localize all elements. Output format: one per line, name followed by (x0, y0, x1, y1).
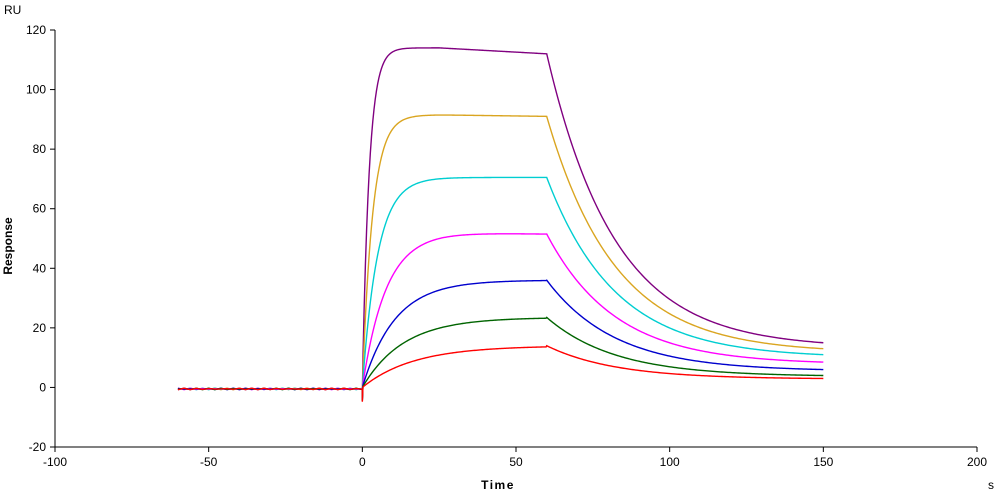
y-tick-label: 120 (26, 23, 46, 37)
y-tick-label: 0 (39, 380, 46, 394)
series-line (177, 176, 824, 399)
y-tick-label: 20 (33, 321, 47, 335)
series-line (177, 233, 824, 400)
y-tick-label: 60 (33, 202, 47, 216)
x-tick-label: 150 (813, 455, 833, 469)
y-tick-label: 80 (33, 142, 47, 156)
x-tick-label: 0 (359, 455, 366, 469)
x-unit-label: s (988, 478, 994, 492)
series-line (177, 114, 824, 398)
y-tick-label: 100 (26, 83, 46, 97)
series-line (177, 47, 824, 397)
x-tick-label: -50 (200, 455, 218, 469)
series-line (177, 279, 824, 400)
y-tick-label: 40 (33, 261, 47, 275)
series-layer (177, 47, 824, 402)
x-tick-label: 100 (660, 455, 680, 469)
series-line (177, 316, 824, 401)
x-tick-label: -100 (43, 455, 67, 469)
axes: -20 0 20 40 60 80 100 120 -100 -50 0 50 100 150 200 (26, 23, 987, 469)
series-line (177, 344, 824, 402)
x-axis-title: Time (481, 478, 515, 492)
y-unit-label: RU (4, 3, 21, 17)
x-tick-label: 50 (509, 455, 523, 469)
x-tick-label: 200 (967, 455, 987, 469)
y-axis-title: Response (1, 217, 15, 275)
y-tick-label: -20 (29, 440, 47, 454)
